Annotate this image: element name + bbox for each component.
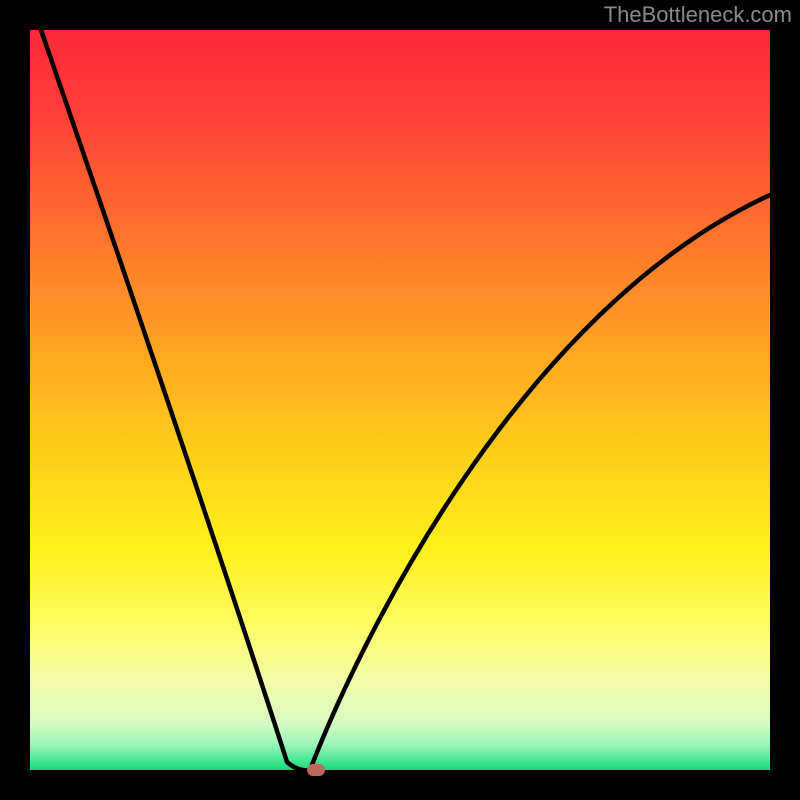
- chart-container: TheBottleneck.com: [0, 0, 800, 800]
- plot-background: [30, 30, 770, 770]
- bottleneck-chart: [0, 0, 800, 800]
- watermark-text: TheBottleneck.com: [604, 2, 792, 28]
- optimum-marker: [307, 764, 325, 776]
